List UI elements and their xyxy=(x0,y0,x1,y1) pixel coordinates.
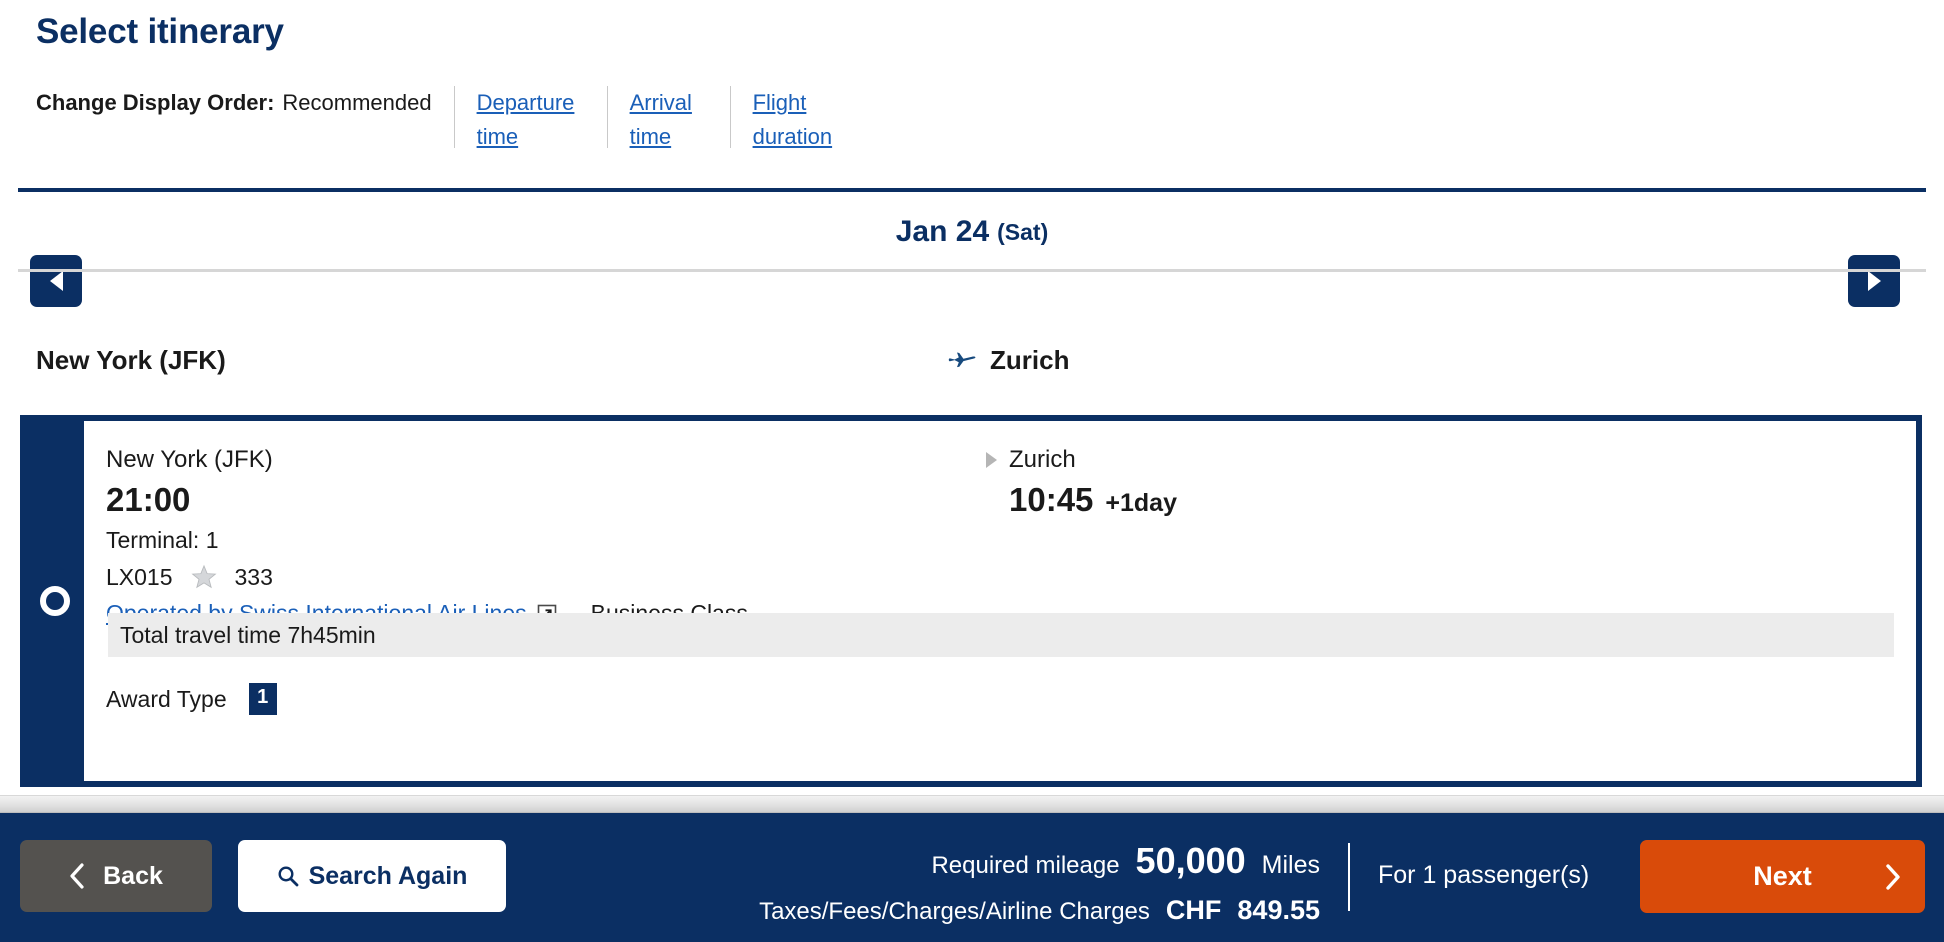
date-bar-bottom-rule xyxy=(18,269,1926,272)
search-icon xyxy=(278,866,298,887)
taxes-currency: CHF xyxy=(1165,895,1222,925)
chevron-left-icon xyxy=(70,863,84,889)
arrival-day-offset: +1day xyxy=(1105,489,1177,517)
passenger-count-text: For 1 passenger(s) xyxy=(1378,861,1590,889)
triangle-right-icon xyxy=(1867,271,1881,291)
divider xyxy=(453,86,455,148)
required-mileage-value: 50,000 xyxy=(1135,840,1246,881)
sort-link-arrival-time[interactable]: Arrival time xyxy=(629,90,692,149)
date-navigation-bar: Jan 24 (Sat) xyxy=(18,192,1926,272)
current-day-of-week: (Sat) xyxy=(997,218,1049,245)
next-button-label: Next xyxy=(1753,861,1812,891)
aircraft-type: 333 xyxy=(234,564,273,590)
sort-link-flight-duration[interactable]: Flight duration xyxy=(752,90,833,149)
itinerary-card-body: New York (JFK) 21:00 Terminal: 1 LX015 3… xyxy=(84,421,1916,781)
next-button[interactable]: Next xyxy=(1640,840,1925,913)
footer-action-bar: Back Search Again Required mileage 50,00… xyxy=(0,813,1944,942)
itinerary-card-inner: New York (JFK) 21:00 Terminal: 1 LX015 3… xyxy=(26,421,1916,781)
display-order-current-value: Recommended xyxy=(282,90,432,115)
departure-terminal: Terminal: 1 xyxy=(106,527,219,553)
itinerary-card-rail xyxy=(26,421,84,781)
arrival-city: Zurich xyxy=(1009,446,1076,473)
divider xyxy=(729,86,731,148)
itinerary-card-selected[interactable]: New York (JFK) 21:00 Terminal: 1 LX015 3… xyxy=(20,415,1922,787)
departure-block: New York (JFK) 21:00 Terminal: 1 LX015 3… xyxy=(106,443,748,627)
horizontal-scrollbar[interactable] xyxy=(0,795,1944,813)
back-button-label: Back xyxy=(103,861,163,890)
arrival-time: 10:45 xyxy=(1009,481,1094,518)
back-button[interactable]: Back xyxy=(20,840,212,912)
display-order-row: Change Display Order: Recommended Depart… xyxy=(36,86,863,154)
divider xyxy=(606,86,608,148)
total-travel-time-text: Total travel time 7h45min xyxy=(120,621,376,648)
next-day-button[interactable] xyxy=(1848,255,1900,307)
price-summary: Required mileage 50,000 Miles Taxes/Fees… xyxy=(680,839,1320,934)
taxes-label: Taxes/Fees/Charges/Airline Charges xyxy=(759,898,1150,925)
flight-info-row: LX015 333 xyxy=(106,558,748,596)
arrival-time-row: 10:45 +1day xyxy=(1009,477,1177,522)
itinerary-radio-button[interactable] xyxy=(40,586,70,616)
route-header: New York (JFK) Zurich xyxy=(36,345,1926,385)
star-alliance-icon xyxy=(190,564,217,589)
required-mileage-label: Required mileage xyxy=(931,852,1120,879)
footer-divider xyxy=(1348,843,1350,911)
search-again-button[interactable]: Search Again xyxy=(238,840,506,912)
display-order-label: Change Display Order: xyxy=(36,90,275,115)
award-type-row: Award Type 1 xyxy=(106,683,277,718)
departure-time: 21:00 xyxy=(106,481,191,518)
arrival-block: Zurich 10:45 +1day xyxy=(986,443,1177,522)
airplane-icon xyxy=(948,352,976,367)
required-mileage-row: Required mileage 50,000 Miles xyxy=(680,839,1320,888)
award-type-label: Award Type xyxy=(106,685,227,712)
taxes-amount: 849.55 xyxy=(1237,895,1320,925)
arrival-city-row: Zurich xyxy=(986,443,1177,477)
previous-day-button[interactable] xyxy=(30,255,82,307)
caret-right-icon xyxy=(986,452,997,468)
chevron-right-icon xyxy=(1886,863,1900,890)
taxes-row: Taxes/Fees/Charges/Airline Charges CHF 8… xyxy=(680,888,1320,934)
route-origin: New York (JFK) xyxy=(36,345,226,375)
top-rule xyxy=(18,188,1926,192)
required-mileage-unit: Miles xyxy=(1261,851,1320,879)
page-title: Select itinerary xyxy=(36,12,284,51)
sort-link-departure-time[interactable]: Departure time xyxy=(476,90,575,149)
route-destination: Zurich xyxy=(990,345,1070,375)
total-travel-time-bar: Total travel time 7h45min xyxy=(108,613,1894,657)
flight-number: LX015 xyxy=(106,564,173,590)
departure-city: New York (JFK) xyxy=(106,446,273,473)
current-date: Jan 24 xyxy=(895,215,990,248)
award-type-badge[interactable]: 1 xyxy=(248,683,277,718)
search-again-label: Search Again xyxy=(308,861,468,890)
triangle-left-icon xyxy=(49,271,63,291)
